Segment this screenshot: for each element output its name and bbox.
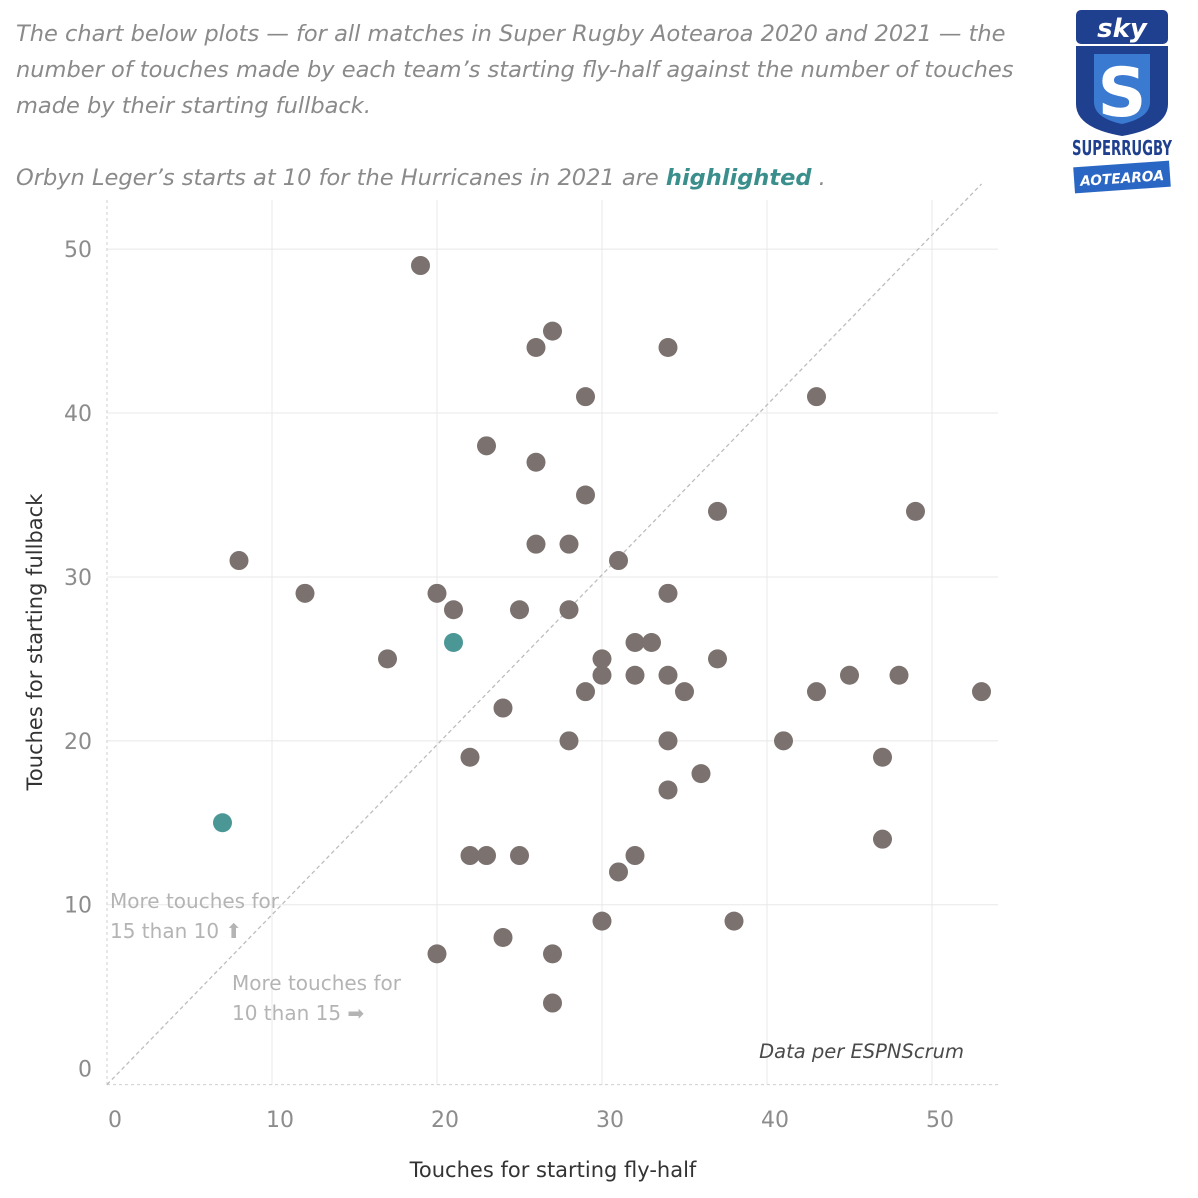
data-point <box>559 731 579 751</box>
data-point <box>526 338 546 357</box>
data-point <box>691 764 711 784</box>
y-axis-title: Touches for starting fullback <box>23 493 47 792</box>
data-point <box>295 583 315 603</box>
annotation-lower-line2: 10 than 15 ➡ <box>232 1001 364 1025</box>
data-point <box>493 928 513 947</box>
chart-grid <box>107 200 998 1085</box>
data-point <box>444 600 463 620</box>
y-tick-label: 10 <box>64 894 92 919</box>
data-point <box>873 747 892 767</box>
data-point <box>543 944 562 964</box>
x-tick-label: 40 <box>761 1108 789 1133</box>
data-point <box>625 633 645 652</box>
data-point <box>229 551 249 571</box>
super-rugby-aotearoa-logo: sky S SUPERRUGBY AOTEAROA <box>1072 10 1172 194</box>
data-point <box>592 665 612 685</box>
highlighted-data-point <box>444 633 463 652</box>
x-tick-label: 10 <box>266 1108 294 1133</box>
data-points <box>213 256 991 1013</box>
data-point <box>526 452 546 472</box>
data-point <box>658 583 678 603</box>
data-point <box>559 600 579 620</box>
logo-sky-panel <box>1076 10 1168 44</box>
data-point <box>658 731 678 751</box>
highlight-note: Orbyn Leger’s starts at 10 for the Hurri… <box>16 160 1026 196</box>
data-point <box>708 649 727 669</box>
highlight-word: highlighted <box>665 165 812 191</box>
data-point <box>807 682 826 702</box>
data-point <box>576 485 595 505</box>
data-point <box>873 829 892 849</box>
data-point <box>625 846 645 866</box>
logo-superrugby-text: SUPERRUGBY <box>1072 136 1172 160</box>
intro-paragraph: The chart below plots — for all matches … <box>16 21 1014 119</box>
data-point <box>411 256 430 276</box>
highlight-note-text: Orbyn Leger’s starts at 10 for the Hurri… <box>16 165 666 191</box>
x-tick-label: 20 <box>431 1108 459 1133</box>
data-point <box>724 911 744 931</box>
data-point <box>889 665 909 685</box>
data-point <box>526 534 546 554</box>
logo-shield-inner <box>1094 54 1150 124</box>
data-point <box>559 534 579 554</box>
data-point <box>972 682 991 702</box>
x-axis-title: Touches for starting fly-half <box>409 1158 697 1182</box>
y-tick-label: 30 <box>64 566 92 591</box>
highlight-note-end: . <box>811 165 826 191</box>
highlighted-data-point <box>213 813 232 833</box>
data-point <box>592 649 612 669</box>
data-point <box>543 321 562 341</box>
logo-s-glyph: S <box>1098 54 1147 133</box>
data-point <box>477 436 496 456</box>
data-point <box>378 649 397 669</box>
annotation-upper-line1: More touches for <box>110 889 280 913</box>
y-tick-label: 0 <box>78 1058 92 1083</box>
data-source-credit: Data per ESPNScrum <box>759 1040 964 1063</box>
data-point <box>658 780 678 800</box>
y-tick-label: 50 <box>64 238 92 263</box>
x-tick-label: 30 <box>596 1108 624 1133</box>
x-tick-label: 50 <box>926 1108 954 1133</box>
data-point <box>510 846 529 866</box>
data-point <box>906 501 925 521</box>
data-point <box>576 387 595 407</box>
data-point <box>840 665 859 685</box>
data-point <box>592 911 612 931</box>
data-point <box>477 846 496 866</box>
data-point <box>658 338 678 357</box>
axis-ticks: 0 10 20 30 40 50 0 10 20 30 40 50 <box>64 238 954 1133</box>
annotation-upper-line2: 15 than 10 ⬆ <box>110 919 242 943</box>
data-point <box>708 501 727 521</box>
data-point <box>460 747 480 767</box>
data-point <box>427 944 447 964</box>
data-point <box>543 993 562 1013</box>
logo-aotearoa-banner <box>1073 160 1171 194</box>
data-point <box>642 633 661 652</box>
y-tick-label: 20 <box>64 730 92 755</box>
data-point <box>625 665 645 685</box>
data-point <box>609 862 628 882</box>
chart-intro-text: The chart below plots — for all matches … <box>16 16 1026 196</box>
data-point <box>427 583 447 603</box>
data-point <box>510 600 529 620</box>
x-tick-label: 0 <box>108 1108 122 1133</box>
data-point <box>460 846 480 866</box>
chart-axes <box>106 200 998 1086</box>
data-point <box>807 387 826 407</box>
data-point <box>576 682 595 702</box>
logo-aotearoa-text: AOTEAROA <box>1079 168 1165 190</box>
data-point <box>675 682 694 702</box>
logo-sky-text: sky <box>1097 14 1148 44</box>
data-point <box>774 731 793 751</box>
data-point <box>658 665 678 685</box>
data-point <box>609 551 628 571</box>
y-tick-label: 40 <box>64 402 92 427</box>
annotation-lower-line1: More touches for <box>232 971 402 995</box>
diagonal-reference-line <box>106 183 982 1086</box>
data-point <box>493 698 513 718</box>
